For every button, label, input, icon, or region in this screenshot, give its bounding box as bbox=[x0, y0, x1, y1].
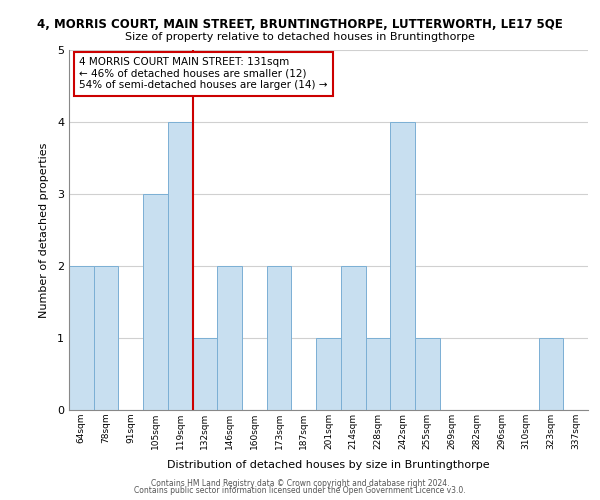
Bar bbox=[415, 338, 440, 410]
Text: Contains public sector information licensed under the Open Government Licence v3: Contains public sector information licen… bbox=[134, 486, 466, 495]
Bar bbox=[267, 266, 292, 410]
Bar bbox=[217, 266, 242, 410]
Bar bbox=[539, 338, 563, 410]
Bar bbox=[390, 122, 415, 410]
Bar bbox=[143, 194, 168, 410]
Bar bbox=[193, 338, 217, 410]
Bar bbox=[341, 266, 365, 410]
X-axis label: Distribution of detached houses by size in Bruntingthorpe: Distribution of detached houses by size … bbox=[167, 460, 490, 470]
Text: Size of property relative to detached houses in Bruntingthorpe: Size of property relative to detached ho… bbox=[125, 32, 475, 42]
Bar bbox=[365, 338, 390, 410]
Bar bbox=[69, 266, 94, 410]
Bar bbox=[316, 338, 341, 410]
Text: 4, MORRIS COURT, MAIN STREET, BRUNTINGTHORPE, LUTTERWORTH, LE17 5QE: 4, MORRIS COURT, MAIN STREET, BRUNTINGTH… bbox=[37, 18, 563, 30]
Y-axis label: Number of detached properties: Number of detached properties bbox=[38, 142, 49, 318]
Text: Contains HM Land Registry data © Crown copyright and database right 2024.: Contains HM Land Registry data © Crown c… bbox=[151, 478, 449, 488]
Text: 4 MORRIS COURT MAIN STREET: 131sqm
← 46% of detached houses are smaller (12)
54%: 4 MORRIS COURT MAIN STREET: 131sqm ← 46%… bbox=[79, 57, 328, 90]
Bar bbox=[168, 122, 193, 410]
Bar bbox=[94, 266, 118, 410]
